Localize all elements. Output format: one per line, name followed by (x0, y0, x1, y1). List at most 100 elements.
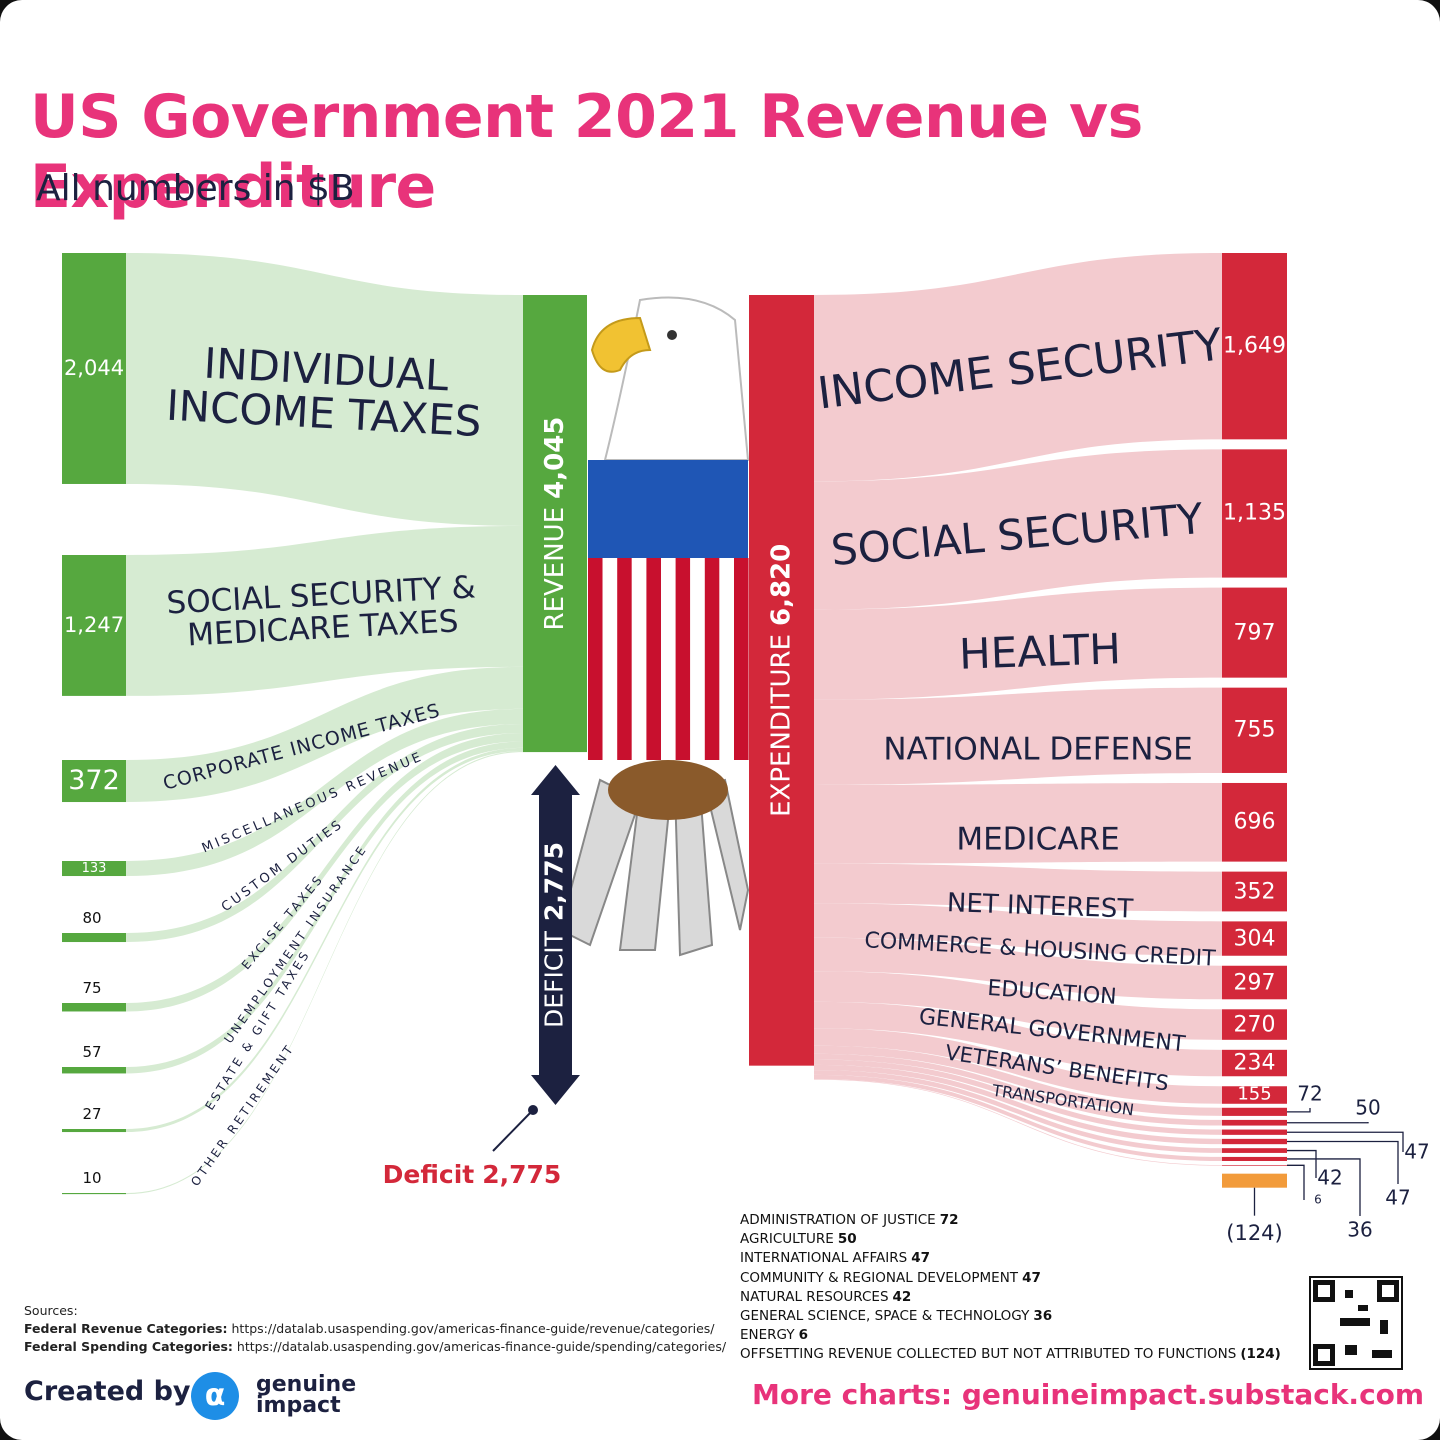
source-url: https://datalab.usaspending.gov/americas… (236, 1339, 727, 1354)
expenditure-flow (814, 1045, 1222, 1116)
expenditure-item-bar (1222, 449, 1287, 578)
leader-line (1287, 1122, 1369, 1124)
deficit-annotation-value: 2,775 (482, 1160, 561, 1189)
expenditure-item-bar (1222, 253, 1287, 440)
expenditure-item-bar (1222, 1156, 1287, 1161)
expenditure-flow (814, 1028, 1222, 1104)
sources: Sources: Federal Revenue Categories: http… (24, 1302, 726, 1356)
deficit-label: DEFICIT 2,775 (540, 842, 569, 1028)
source-value-label: 2,044 (63, 356, 125, 381)
list-value: 36 (1033, 1308, 1053, 1325)
expenditure-value-label: 6 (1314, 1192, 1322, 1207)
revenue-value: 4,045 (540, 417, 570, 499)
expenditure-value: 6,820 (766, 544, 796, 626)
annotation-leader (492, 1109, 534, 1152)
source-value-label: 10 (82, 1169, 102, 1188)
more-charts-link[interactable]: More charts: genuineimpact.substack.com (752, 1378, 1425, 1411)
list-value: 72 (939, 1212, 959, 1228)
revenue-source-bar (62, 555, 126, 696)
list-row: INTERNATIONAL AFFAIRS 47 (740, 1249, 1281, 1268)
expenditure-bar (749, 295, 814, 1066)
expenditure-value-label: 50 (1355, 1095, 1381, 1120)
expenditure-value-label: 72 (1297, 1081, 1323, 1106)
revenue-flow (126, 253, 523, 526)
expenditure-flow (814, 449, 1222, 610)
list-name: NATURAL RESOURCES (740, 1288, 889, 1305)
source-value-label: 133 (81, 860, 107, 876)
revenue-source-bar (62, 253, 126, 484)
list-value: 42 (892, 1288, 912, 1305)
revenue-label: REVENUE 4,045 (540, 417, 570, 631)
expenditure-flow (814, 1059, 1222, 1135)
list-row: ADMINISTRATION OF JUSTICE 72 (740, 1211, 1281, 1230)
expenditure-item-bar (1222, 687, 1287, 773)
revenue-source-bar (62, 760, 126, 803)
brand-name: genuine impact (256, 1374, 356, 1417)
list-value: 47 (1022, 1269, 1041, 1286)
revenue-source-bar (62, 1067, 126, 1074)
source-label: Federal Revenue Categories: (24, 1321, 228, 1336)
expenditure-value-label: 297 (1233, 969, 1276, 995)
source-value-label: 75 (82, 979, 102, 998)
revenue-flow (126, 741, 523, 1074)
expenditure-value-label: 234 (1233, 1050, 1276, 1076)
source-value-label: 57 (82, 1043, 102, 1062)
source-value-label: 27 (82, 1105, 102, 1124)
source-value-label: 372 (68, 764, 120, 796)
deficit-value: 2,775 (540, 842, 569, 921)
leader-line (1287, 1164, 1305, 1200)
revenue-flow (126, 708, 523, 877)
expenditure-flow (814, 1001, 1222, 1077)
expenditure-value-label: 352 (1233, 878, 1276, 904)
expenditure-name: EXPENDITURE (766, 634, 796, 817)
expenditure-item-bar (1222, 921, 1287, 956)
expenditure-value-label: 36 (1347, 1217, 1373, 1242)
svg-text:α: α (205, 1378, 226, 1413)
annotation-dot (528, 1105, 538, 1115)
revenue-source-bar (62, 861, 126, 877)
deficit-annotation: Deficit 2,775 (383, 1160, 562, 1189)
revenue-source-bar (62, 1129, 126, 1133)
deficit-annotation-name: Deficit (383, 1160, 475, 1189)
expenditure-item-bar (1222, 1049, 1287, 1077)
source-value-label: 1,247 (63, 613, 125, 638)
list-value: 50 (837, 1231, 857, 1248)
expenditure-value-label: (124) (1226, 1220, 1283, 1245)
expenditure-item-bar (1222, 1164, 1287, 1166)
revenue-flow (126, 732, 523, 1012)
expenditure-item-bar (1222, 1107, 1287, 1116)
expenditure-item-bar (1222, 871, 1287, 912)
expenditure-flow (814, 1070, 1222, 1153)
expenditure-flow (814, 1053, 1222, 1126)
revenue-flow (126, 666, 523, 803)
list-name: OFFSETTING REVENUE COLLECTED BUT NOT ATT… (740, 1346, 1237, 1363)
expenditure-flow (814, 782, 1222, 864)
expenditure-item-bar (1222, 1119, 1287, 1126)
source-label: Federal Spending Categories: (24, 1339, 233, 1354)
expenditure-flow (814, 971, 1222, 1040)
chart-subtitle: All numbers in $B (36, 168, 355, 209)
chart-title: US Government 2021 Revenue vs Expenditur… (30, 82, 1143, 222)
expenditure-flow (814, 1074, 1222, 1161)
expenditure-value-label: 270 (1233, 1012, 1276, 1037)
source-row: Federal Revenue Categories: https://datal… (24, 1320, 726, 1338)
list-name: COMMUNITY & REGIONAL DEVELOPMENT (740, 1269, 1019, 1286)
offset-bar (1222, 1173, 1287, 1188)
expenditure-flow (814, 937, 1222, 1000)
expenditure-item-bar (1222, 587, 1287, 678)
list-value: 47 (911, 1250, 931, 1267)
revenue-flow (126, 750, 523, 1195)
list-row: ENERGY 6 (740, 1326, 1281, 1345)
expenditure-value-label: 47 (1404, 1139, 1430, 1164)
revenue-source-bar (62, 1193, 126, 1195)
list-name: INTERNATIONAL AFFAIRS (740, 1250, 908, 1267)
list-row: COMMUNITY & REGIONAL DEVELOPMENT 47 (740, 1269, 1281, 1288)
expenditure-flow (814, 1064, 1222, 1145)
expenditure-name: NATIONAL DEFENSE (883, 731, 1193, 768)
expenditure-name: MEDICARE (956, 821, 1120, 858)
list-name: ADMINISTRATION OF JUSTICE (740, 1212, 936, 1228)
list-name: GENERAL SCIENCE, SPACE & TECHNOLOGY (740, 1308, 1030, 1325)
expenditure-flow (814, 587, 1222, 700)
leader-line (1287, 1131, 1404, 1152)
